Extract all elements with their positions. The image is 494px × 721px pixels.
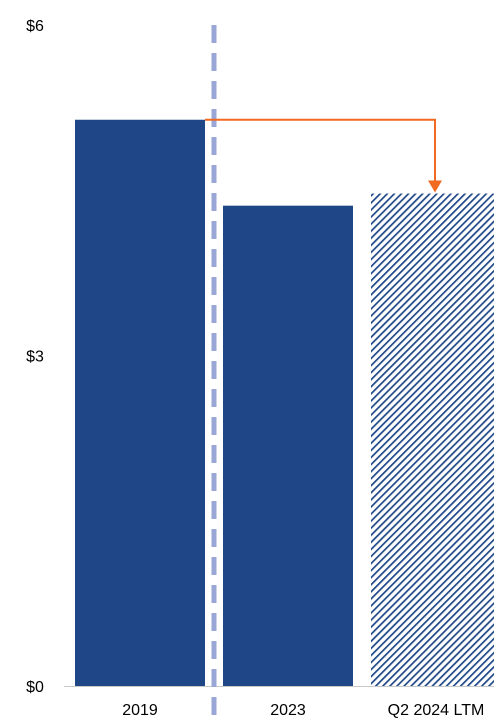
y-tick-label: $0 (26, 679, 44, 696)
y-tick-label: $6 (26, 18, 44, 35)
bar-2023 (223, 205, 353, 686)
x-tick-label: 2019 (122, 702, 158, 719)
x-tick-label: 2023 (270, 702, 306, 719)
bar-2019 (75, 119, 205, 686)
change-arrow-head (428, 180, 442, 193)
x-tick-label: Q2 2024 LTM (388, 702, 485, 719)
change-arrow-line (205, 118, 436, 182)
bar-q2-2024-ltm (371, 193, 494, 686)
y-tick-label: $3 (26, 349, 44, 366)
